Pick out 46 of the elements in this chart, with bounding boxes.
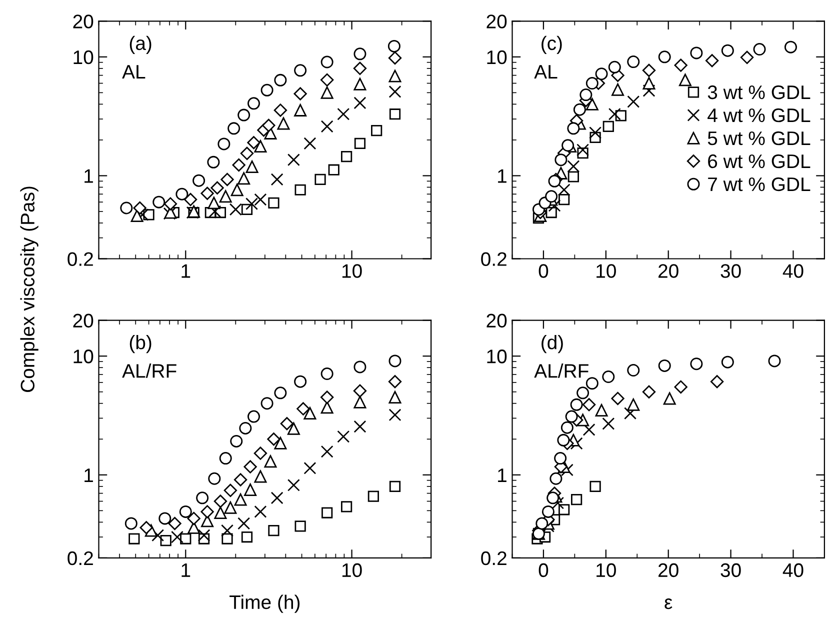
- legend-label: 3 wt % GDL: [708, 85, 810, 100]
- y-tick-label: 20: [486, 314, 507, 328]
- legend-label: 6 wt % GDL: [708, 154, 810, 168]
- annotation: AL/RF: [122, 364, 176, 378]
- y-tick-label: 1: [84, 169, 93, 183]
- y-tick-label: 1: [498, 468, 506, 482]
- annotation: (b): [130, 335, 152, 354]
- x-axis-title: ε: [664, 598, 672, 610]
- annotation: AL: [122, 65, 146, 78]
- y-tick-label: 1: [498, 169, 506, 183]
- y-tick-label: 0.2: [68, 252, 93, 266]
- x-tick-label: 10: [596, 264, 616, 278]
- y-axis-title: Complex viscosity (Pas): [20, 186, 38, 392]
- y-tick-label: 10: [487, 350, 507, 364]
- y-tick-label: 0.2: [481, 252, 506, 266]
- y-tick-label: 0.2: [481, 551, 506, 566]
- annotation: AL/RF: [534, 364, 588, 378]
- x-tick-label: 1: [182, 264, 190, 278]
- x-tick-label: 10: [596, 563, 616, 578]
- y-tick-label: 20: [73, 314, 94, 328]
- y-tick-label: 10: [74, 350, 94, 364]
- annotation: AL: [534, 65, 558, 78]
- y-tick-label: 1: [84, 468, 93, 482]
- x-tick-label: 0: [538, 264, 548, 278]
- x-tick-label: 10: [342, 563, 362, 578]
- y-tick-label: 20: [73, 14, 94, 28]
- y-tick-label: 10: [487, 50, 507, 64]
- x-tick-label: 30: [720, 563, 741, 578]
- y-tick-label: 0.2: [68, 551, 93, 566]
- legend-label: 5 wt % GDL: [708, 131, 810, 146]
- x-tick-label: 20: [658, 264, 678, 278]
- x-tick-label: 20: [658, 563, 678, 578]
- x-tick-label: 30: [720, 264, 741, 278]
- x-tick-label: 40: [782, 563, 804, 578]
- x-tick-label: 0: [538, 563, 548, 578]
- x-tick-label: 40: [782, 264, 804, 278]
- annotation: (c): [542, 36, 562, 54]
- annotation: (a): [130, 36, 152, 54]
- x-tick-label: 1: [182, 564, 190, 577]
- x-axis-title: Time (h): [230, 594, 300, 613]
- x-tick-label: 10: [342, 264, 362, 278]
- legend-label: 4 wt % GDL: [708, 108, 810, 122]
- y-tick-label: 20: [486, 14, 507, 28]
- legend-label: 7 wt % GDL: [708, 177, 810, 192]
- annotation: (d): [542, 335, 563, 354]
- y-tick-label: 10: [74, 50, 94, 64]
